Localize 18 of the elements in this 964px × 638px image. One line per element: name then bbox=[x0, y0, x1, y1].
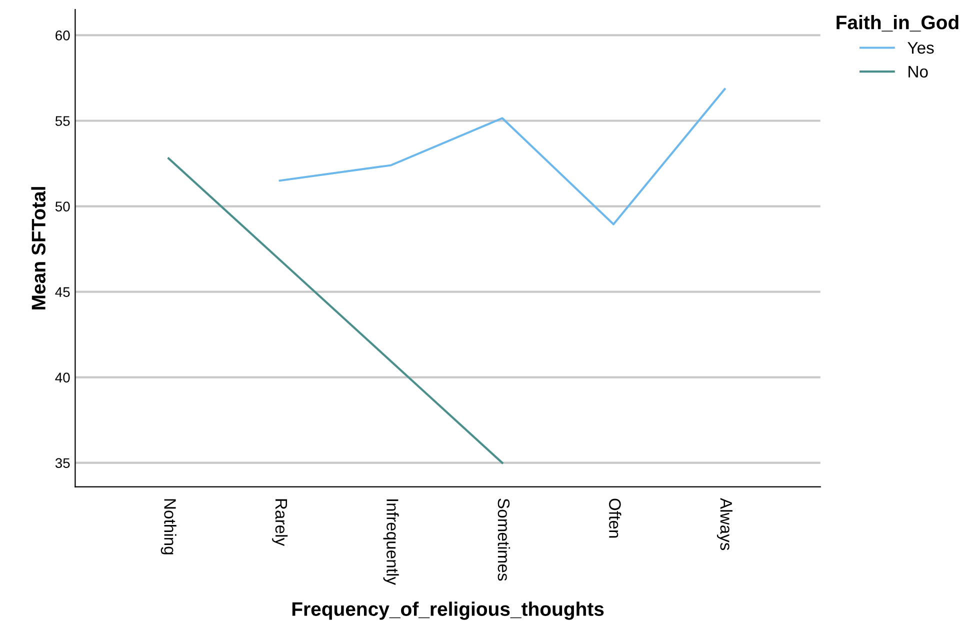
y-tick-label: 35 bbox=[55, 458, 70, 468]
x-tick-label: Sometimes bbox=[498, 498, 510, 581]
x-tick-label: Nothing bbox=[160, 499, 176, 554]
x-tick-label: Rarely bbox=[272, 499, 288, 546]
x-tick-label: Infrequently bbox=[383, 499, 399, 585]
y-tick-label: 45 bbox=[55, 287, 70, 297]
legend-label: Yes bbox=[908, 42, 934, 54]
legend-label: No bbox=[908, 66, 928, 78]
x-axis-title: Frequency_of_religious_thoughts bbox=[292, 602, 604, 620]
legend-title: Faith_in_God bbox=[836, 15, 958, 32]
y-tick-label: 50 bbox=[55, 202, 70, 212]
y-axis-title: Mean SFTotal bbox=[31, 187, 46, 310]
y-tick-label: 40 bbox=[55, 372, 70, 382]
y-tick-label: 55 bbox=[55, 116, 70, 126]
x-tick-label: Always bbox=[716, 498, 732, 550]
line-series bbox=[278, 88, 726, 226]
x-tick-label: Often bbox=[609, 498, 622, 538]
y-tick-label: 60 bbox=[56, 30, 70, 40]
